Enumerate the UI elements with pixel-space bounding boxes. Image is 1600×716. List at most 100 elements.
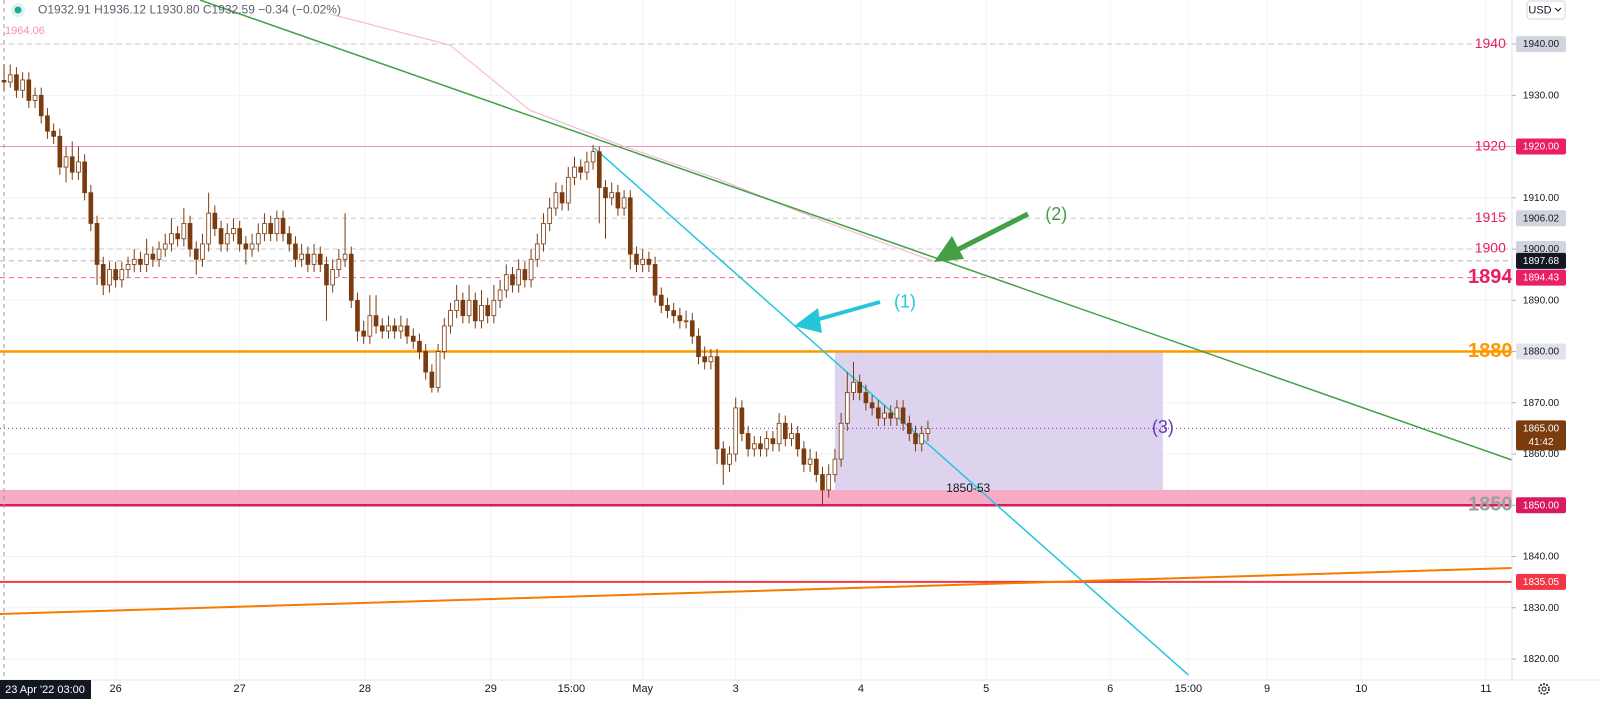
ohlc-close: C1932.59 xyxy=(203,3,255,17)
x-tick-label: May xyxy=(632,683,653,695)
y-tick-label: 1920.00 xyxy=(1523,142,1560,153)
candle-body xyxy=(485,305,490,317)
candle-body xyxy=(832,458,838,475)
candle-body xyxy=(212,212,218,229)
candle-body xyxy=(528,258,534,281)
candle-body xyxy=(522,269,528,281)
candle-body xyxy=(255,233,261,245)
candle-body xyxy=(572,166,577,178)
trendline xyxy=(199,0,1512,461)
y-tick-label: 1890.00 xyxy=(1523,295,1560,306)
candle-body xyxy=(894,407,900,419)
price-tag: 1835.05 xyxy=(1523,577,1560,588)
candle-body xyxy=(262,223,267,235)
x-tick-label: 6 xyxy=(1107,683,1113,695)
range-box xyxy=(834,351,1163,490)
candle-body xyxy=(231,228,236,235)
candle-body xyxy=(324,264,329,286)
candle-body xyxy=(491,299,497,317)
candle-body xyxy=(565,176,571,204)
y-tick-label: 1820.00 xyxy=(1523,654,1560,665)
candle-body xyxy=(392,325,397,332)
candle-body xyxy=(429,371,435,388)
candle-body xyxy=(547,207,552,224)
candle-body xyxy=(274,217,280,235)
x-tick-label: 10 xyxy=(1355,683,1367,695)
candle-body xyxy=(82,161,87,194)
candle-body xyxy=(144,253,149,265)
candle-body xyxy=(708,356,714,363)
candle-body xyxy=(187,223,193,250)
candle-body xyxy=(863,392,869,404)
annotations: 1940 1920 1915 1900 1894 1880 1850 1850-53 (3) (1… xyxy=(894,35,1513,516)
price-tag-bg xyxy=(1516,210,1566,227)
candle-body xyxy=(14,74,19,91)
candle-body xyxy=(590,151,596,163)
candle-body xyxy=(57,135,63,168)
arrow-2-head xyxy=(934,236,964,262)
candle-body xyxy=(745,433,751,450)
candle-body xyxy=(925,427,931,434)
status-icon xyxy=(14,6,22,14)
candle-body xyxy=(677,315,683,322)
moving-average xyxy=(330,13,936,263)
candle-body xyxy=(621,197,627,209)
candle-body xyxy=(51,130,56,137)
price-tag-bg xyxy=(1516,420,1566,451)
ohlc-open: O1932.91 xyxy=(38,3,91,17)
ohlc-low: L1930.80 xyxy=(149,3,199,17)
candle-body xyxy=(615,192,621,209)
candle-body xyxy=(268,223,273,235)
legend-header: O1932.91 H1936.12 L1930.80 C1932.59 −0.3… xyxy=(5,3,341,37)
annotation: 1900 xyxy=(1475,240,1506,256)
candle-body xyxy=(689,320,695,337)
candle-body xyxy=(138,258,143,265)
candle-body xyxy=(472,299,478,322)
candle-body xyxy=(386,325,391,332)
arrow-1-head xyxy=(794,308,822,333)
candle-body xyxy=(150,253,156,260)
candle-body xyxy=(330,269,335,286)
price-tag: 1865.00 xyxy=(1523,424,1560,435)
candle-body xyxy=(286,233,292,245)
annotation: (3) xyxy=(1152,417,1174,437)
candle-body xyxy=(671,310,677,317)
annotation: (1) xyxy=(894,292,916,312)
candle-body xyxy=(913,433,918,445)
annotation: 1940 xyxy=(1475,35,1506,51)
price-tag-bg xyxy=(1516,343,1566,360)
price-tag-countdown: 41:42 xyxy=(1528,437,1553,448)
candle-body xyxy=(336,258,342,270)
candle-body xyxy=(361,330,366,337)
candle-body xyxy=(875,407,881,419)
candle-body xyxy=(417,340,422,352)
candle-body xyxy=(218,228,224,245)
candle-body xyxy=(541,223,546,245)
candle-body xyxy=(826,474,832,491)
candle-body xyxy=(627,197,633,255)
candle-body xyxy=(510,274,515,286)
candle-body xyxy=(206,212,211,245)
y-tick-label: 1870.00 xyxy=(1523,398,1560,409)
gear-inner xyxy=(1541,686,1547,692)
settings-gear[interactable] xyxy=(1538,683,1550,695)
y-tick-label: 1880.00 xyxy=(1523,347,1560,358)
candle-body xyxy=(38,94,44,117)
candle-body xyxy=(764,438,770,450)
candle-body xyxy=(559,192,565,204)
y-tick-label: 1910.00 xyxy=(1523,193,1560,204)
x-tick-label: 11 xyxy=(1480,683,1491,695)
candle-body xyxy=(795,433,801,450)
candle-body xyxy=(293,243,298,260)
candle-body xyxy=(534,243,540,260)
x-tick-label: 29 xyxy=(485,683,497,695)
candle-body xyxy=(844,392,850,424)
candle-body xyxy=(634,253,639,265)
ohlc-change: −0.34 (−0.02%) xyxy=(258,3,341,17)
currency-button[interactable] xyxy=(1526,0,1566,20)
candle-body xyxy=(193,248,199,260)
candle-body xyxy=(107,269,112,286)
annotation: 1915 xyxy=(1475,209,1506,225)
